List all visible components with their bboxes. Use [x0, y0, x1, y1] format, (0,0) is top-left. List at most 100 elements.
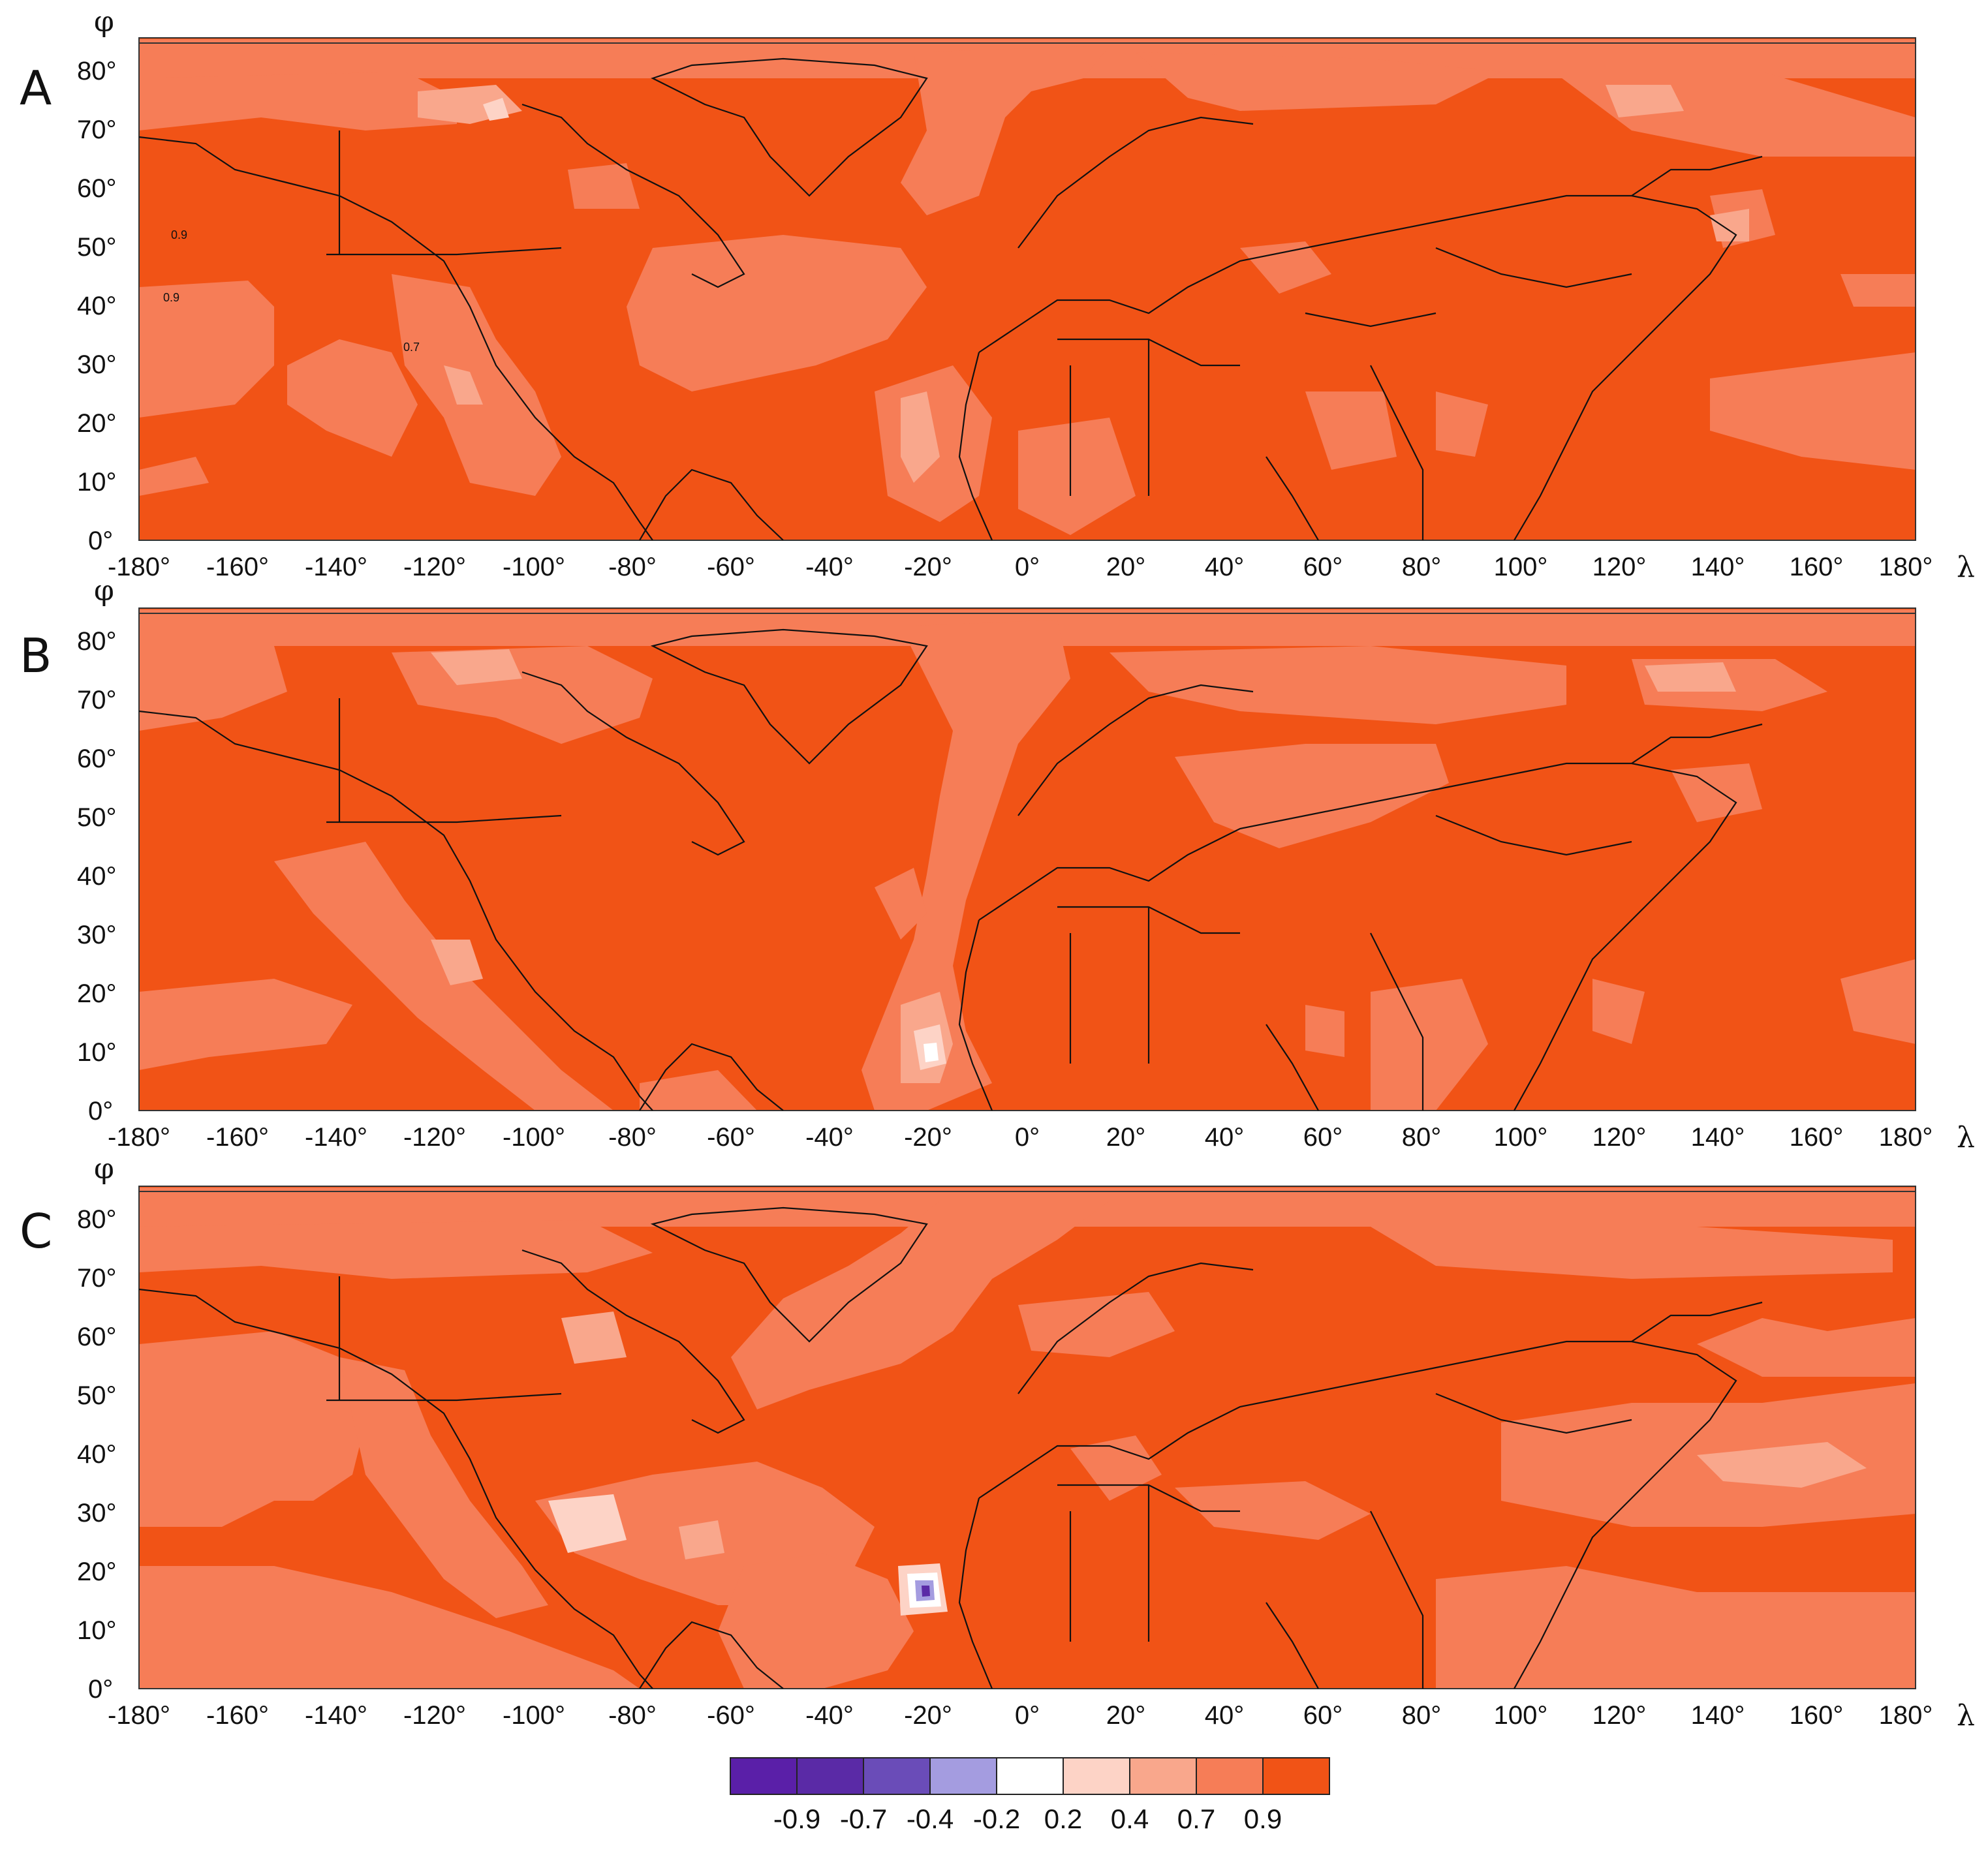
x-tick: -160° [206, 553, 269, 581]
y-ticks-c: 0° 10° 20° 30° 40° 50° 60° 70° 80° [77, 1205, 117, 1704]
x-tick: -60° [707, 1123, 755, 1152]
y-tick: 70° [77, 1264, 117, 1293]
y-tick: 40° [77, 292, 117, 320]
x-tick: -20° [904, 1123, 952, 1152]
y-tick: 70° [77, 686, 117, 714]
x-tick: 60° [1303, 1701, 1343, 1730]
legend-swatch [1129, 1757, 1197, 1795]
map-field-c [139, 1186, 1916, 1689]
legend-swatch [929, 1757, 997, 1795]
legend-label: -0.2 [973, 1803, 1020, 1834]
legend-swatch [730, 1757, 798, 1795]
y-tick: 30° [77, 350, 117, 379]
x-tick: 60° [1303, 553, 1343, 581]
x-tick: -180° [108, 553, 170, 581]
x-axis-symbol: λ [1957, 1121, 1975, 1154]
x-tick: 100° [1494, 1123, 1548, 1152]
y-axis-symbol: φ [94, 1152, 114, 1186]
x-tick: -180° [108, 1123, 170, 1152]
x-tick: 120° [1592, 1701, 1647, 1730]
x-tick: -20° [904, 1701, 952, 1730]
x-tick: 180° [1879, 553, 1933, 581]
y-tick: 30° [77, 1499, 117, 1527]
x-tick: 80° [1402, 1701, 1442, 1730]
y-tick: 80° [77, 627, 117, 656]
x-tick: -60° [707, 1701, 755, 1730]
x-tick: -160° [206, 1701, 269, 1730]
x-tick: -180° [108, 1701, 170, 1730]
legend-swatch [1196, 1757, 1264, 1795]
x-tick: 140° [1691, 1701, 1745, 1730]
x-tick: 120° [1592, 1123, 1647, 1152]
x-tick: 100° [1494, 553, 1548, 581]
x-tick: 180° [1879, 1701, 1933, 1730]
x-tick: -40° [805, 1123, 854, 1152]
x-tick: -140° [305, 553, 367, 581]
map-field-b [139, 608, 1916, 1111]
x-tick: 0° [1015, 1123, 1040, 1152]
x-tick: -100° [503, 553, 565, 581]
x-tick: -140° [305, 1123, 367, 1152]
y-ticks-b: 0° 10° 20° 30° 40° 50° 60° 70° 80° [77, 627, 117, 1126]
legend-label: 0.4 [1111, 1803, 1149, 1834]
x-tick: 40° [1205, 1123, 1245, 1152]
y-tick: 10° [77, 1038, 117, 1067]
legend-label: 0.9 [1244, 1803, 1282, 1834]
legend-label: 0.2 [1044, 1803, 1082, 1834]
contour-label: 0.9 [163, 291, 179, 304]
y-tick: 20° [77, 409, 117, 438]
y-tick: 20° [77, 979, 117, 1008]
coastlines-c [139, 1206, 1763, 1689]
legend-swatch [996, 1757, 1064, 1795]
x-tick: 20° [1106, 1701, 1146, 1730]
y-tick: 0° [88, 527, 113, 555]
x-tick: 80° [1402, 553, 1442, 581]
color-scale-legend: -0.9 -0.7 -0.4 -0.2 0.2 0.4 0.7 0.9 [730, 1757, 1330, 1834]
y-tick: 10° [77, 1616, 117, 1645]
legend-swatch [796, 1757, 864, 1795]
y-tick: 40° [77, 862, 117, 891]
x-tick: -100° [503, 1123, 565, 1152]
map-panel-b: B φ [20, 574, 1975, 1154]
x-tick: 180° [1879, 1123, 1933, 1152]
x-tick: 40° [1205, 553, 1245, 581]
x-axis-symbol: λ [1957, 1699, 1975, 1732]
x-tick: 0° [1015, 1701, 1040, 1730]
map-panel-c: C φ [20, 1152, 1975, 1732]
y-tick: 20° [77, 1558, 117, 1586]
y-tick: 10° [77, 468, 117, 497]
y-tick: 70° [77, 115, 117, 144]
x-tick: 60° [1303, 1123, 1343, 1152]
x-tick: 0° [1015, 553, 1040, 581]
x-axis-symbol: λ [1957, 551, 1975, 584]
x-tick: -140° [305, 1701, 367, 1730]
y-tick: 50° [77, 233, 117, 262]
y-ticks-a: 0° 10° 20° 30° 40° 50° 60° 70° 80° [77, 57, 117, 555]
y-tick: 60° [77, 174, 117, 203]
x-tick: -80° [608, 1701, 657, 1730]
legend-label: -0.9 [773, 1803, 820, 1834]
y-axis-symbol: φ [94, 574, 114, 607]
x-tick: -120° [403, 1701, 466, 1730]
x-tick: 160° [1790, 1123, 1844, 1152]
y-tick: 0° [88, 1097, 113, 1126]
legend-label: 0.7 [1177, 1803, 1215, 1834]
x-tick: -120° [403, 1123, 466, 1152]
x-tick: -60° [707, 553, 755, 581]
x-tick: -120° [403, 553, 466, 581]
x-tick: 140° [1691, 553, 1745, 581]
x-tick: -20° [904, 553, 952, 581]
y-tick: 80° [77, 57, 117, 85]
x-tick: -160° [206, 1123, 269, 1152]
contour-label: 0.7 [403, 341, 420, 354]
map-field-a [139, 38, 1916, 540]
x-ticks-a: -180° -160° -140° -120° -100° -80° -60° … [108, 553, 1933, 581]
y-tick: 60° [77, 1323, 117, 1351]
x-tick: -80° [608, 1123, 657, 1152]
x-tick: 160° [1790, 553, 1844, 581]
contour-label: 0.9 [171, 228, 187, 241]
y-tick: 80° [77, 1205, 117, 1234]
y-tick: 60° [77, 744, 117, 773]
legend-swatch [1063, 1757, 1130, 1795]
x-tick: -40° [805, 1701, 854, 1730]
